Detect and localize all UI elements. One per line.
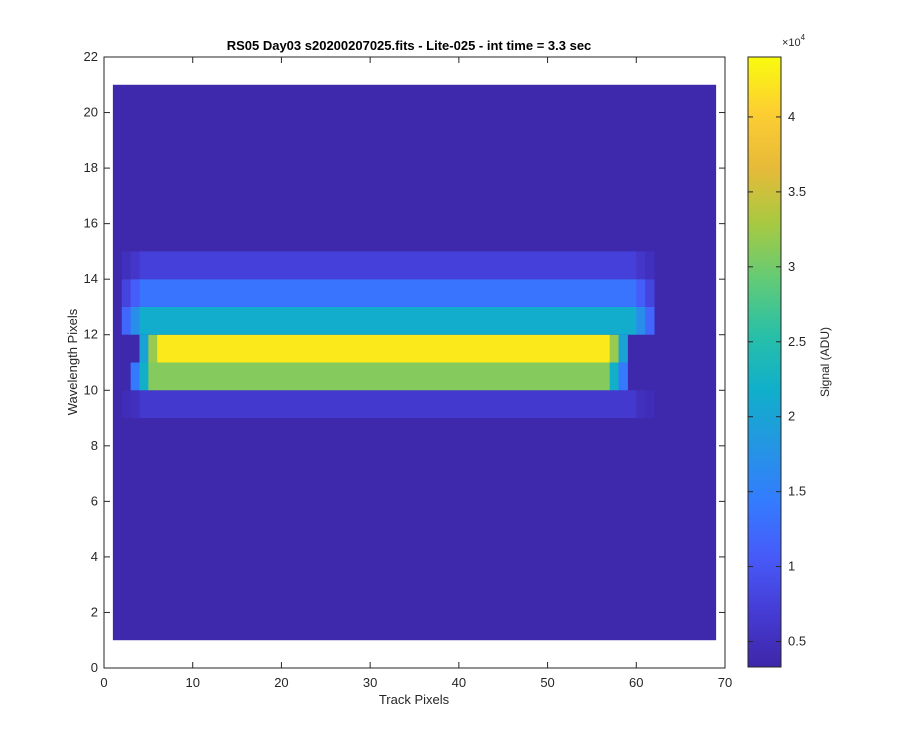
colorbar-tick-label: 0.5 [788, 634, 806, 649]
heatmap-cell-row2-seg1 [148, 334, 158, 363]
heatmap-cell-row0-seg1 [130, 390, 140, 419]
heatmap-cell-row0-seg2 [139, 390, 637, 419]
heatmap-cell-row4-seg3 [636, 279, 646, 307]
colorbar-tick-label: 1 [788, 559, 795, 574]
y-tick-label: 0 [91, 660, 98, 675]
colorbar-multiplier: ×104 [782, 33, 806, 49]
colorbar-label: Signal (ADU) [818, 327, 832, 397]
heatmap-cell-row5-seg3 [636, 251, 646, 280]
colorbar-tick-label: 3 [788, 259, 795, 274]
colorbar-tick-label: 2.5 [788, 334, 806, 349]
x-tick-label: 30 [363, 675, 377, 690]
colorbar-tick-label: 1.5 [788, 484, 806, 499]
x-tick-label: 60 [629, 675, 643, 690]
heatmap-cells [112, 84, 717, 641]
heatmap-cell-row0-seg3 [636, 390, 646, 419]
x-tick-label: 10 [185, 675, 199, 690]
heatmap-cell-row4-seg4 [645, 279, 655, 307]
y-tick-label: 18 [84, 160, 98, 175]
heatmap-cell-row1-seg0 [130, 362, 140, 391]
heatmap-cell-row5-seg1 [130, 251, 140, 280]
colorbar-tick-label: 3.5 [788, 184, 806, 199]
y-tick-label: 12 [84, 327, 98, 342]
y-tick-label: 6 [91, 493, 98, 508]
y-axis-label: Wavelength Pixels [65, 308, 80, 415]
colorbar-gradient [748, 57, 781, 667]
y-tick-label: 8 [91, 438, 98, 453]
colorbar-ticks: 0.5 1 1.5 2 2.5 3 3.5 4 [748, 109, 806, 649]
heatmap-cell-row2-seg2 [157, 334, 611, 363]
heatmap-cell-row5-seg0 [121, 251, 132, 280]
heatmap-cell-row2-seg0 [139, 334, 149, 363]
x-tick-label: 0 [100, 675, 107, 690]
colorbar: 0.5 1 1.5 2 2.5 3 3.5 4 ×104 Signal (ADU) [747, 33, 832, 668]
x-axis-ticks: 0 10 20 30 40 50 60 70 [100, 57, 732, 690]
heatmap-cell-row4-seg2 [139, 279, 637, 307]
heatmap-cell-row1-seg3 [609, 362, 620, 391]
heatmap-cell-row4-seg1 [130, 279, 140, 307]
heatmap-cell-row1-seg2 [148, 362, 611, 391]
heatmap-cell-row4-seg0 [121, 279, 132, 307]
plot-frame [103, 56, 726, 669]
heatmap-cell-row3-seg1 [130, 306, 140, 335]
x-tick-label: 20 [274, 675, 288, 690]
y-tick-label: 22 [84, 49, 98, 64]
heatmap-cell-row1-seg1 [139, 362, 149, 391]
heatmap-cell-row1-seg4 [618, 362, 628, 391]
x-tick-label: 70 [718, 675, 732, 690]
heatmap-cell-row2-seg3 [609, 334, 620, 363]
colorbar-tick-label: 2 [788, 409, 795, 424]
x-tick-label: 50 [540, 675, 554, 690]
heatmap-cell-row3-seg3 [636, 306, 646, 335]
heatmap-cell-row0-seg4 [645, 390, 655, 419]
y-tick-label: 4 [91, 549, 98, 564]
heatmap-cell-row3-seg0 [121, 306, 132, 335]
x-axis-label: Track Pixels [379, 692, 450, 707]
colorbar-frame [747, 56, 782, 668]
colorbar-tick-label: 4 [788, 109, 795, 124]
y-tick-label: 20 [84, 105, 98, 120]
heatmap-cell-row5-seg2 [139, 251, 637, 280]
heatmap-cell-row2-seg4 [618, 334, 628, 363]
plot-area: 0 10 20 30 40 50 60 70 0 2 4 6 8 10 12 14 16 18 20 22 [84, 49, 733, 690]
y-tick-label: 16 [84, 216, 98, 231]
y-tick-label: 14 [84, 271, 98, 286]
heatmap-cell-row3-seg4 [645, 306, 655, 335]
chart-title: RS05 Day03 s20200207025.fits - Lite-025 … [227, 38, 592, 53]
heatmap-cell-row5-seg4 [645, 251, 655, 280]
x-tick-label: 40 [452, 675, 466, 690]
y-axis-ticks: 0 2 4 6 8 10 12 14 16 18 20 22 [84, 49, 725, 675]
heatmap-cell-row0-seg0 [121, 390, 132, 419]
y-tick-label: 10 [84, 382, 98, 397]
y-tick-label: 2 [91, 604, 98, 619]
heatmap-cell-row3-seg2 [139, 306, 637, 335]
